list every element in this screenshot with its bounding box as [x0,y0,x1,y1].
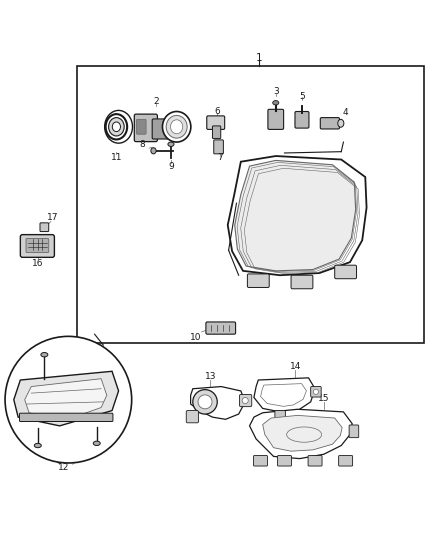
Text: 14: 14 [290,362,301,372]
Ellipse shape [273,101,279,105]
Circle shape [193,390,217,414]
Ellipse shape [41,352,48,357]
Polygon shape [235,160,356,271]
Polygon shape [14,372,119,426]
Polygon shape [254,378,315,413]
FancyBboxPatch shape [137,119,146,134]
FancyBboxPatch shape [311,386,321,397]
FancyBboxPatch shape [212,126,221,139]
Circle shape [198,395,212,409]
Text: 2: 2 [153,98,159,107]
FancyBboxPatch shape [134,114,157,142]
Text: 3: 3 [273,87,279,96]
Text: 4: 4 [343,108,349,117]
Ellipse shape [170,120,183,134]
FancyBboxPatch shape [19,413,113,422]
Text: 8: 8 [140,140,145,149]
FancyBboxPatch shape [240,394,252,407]
FancyBboxPatch shape [275,410,286,420]
Ellipse shape [338,119,344,127]
FancyBboxPatch shape [206,322,236,334]
Text: 12: 12 [62,346,73,355]
Polygon shape [228,156,367,275]
Polygon shape [263,415,342,451]
FancyBboxPatch shape [20,235,54,257]
FancyBboxPatch shape [349,425,359,438]
FancyBboxPatch shape [247,274,269,287]
Ellipse shape [162,111,191,142]
Text: 5: 5 [299,92,305,101]
Text: 12: 12 [58,463,70,472]
FancyBboxPatch shape [186,410,198,423]
Circle shape [5,336,132,463]
FancyBboxPatch shape [291,275,313,289]
Text: 9: 9 [168,163,174,172]
Text: 11: 11 [111,153,122,162]
FancyBboxPatch shape [335,265,357,279]
Ellipse shape [34,443,41,448]
Bar [77,66,424,343]
Circle shape [242,398,248,403]
Text: 7: 7 [217,153,223,162]
FancyBboxPatch shape [320,118,339,129]
FancyBboxPatch shape [214,140,223,154]
FancyBboxPatch shape [152,119,172,139]
Text: 17: 17 [47,213,59,222]
Ellipse shape [151,148,156,154]
FancyBboxPatch shape [26,239,49,253]
FancyBboxPatch shape [295,111,309,128]
Ellipse shape [168,142,174,147]
Ellipse shape [112,122,120,132]
Text: 1: 1 [256,53,263,63]
Circle shape [313,389,318,394]
FancyBboxPatch shape [308,456,322,466]
FancyBboxPatch shape [207,116,225,130]
Text: 16: 16 [32,259,43,268]
Ellipse shape [93,441,100,446]
FancyBboxPatch shape [339,456,353,466]
Text: 15: 15 [318,394,329,403]
Polygon shape [191,386,245,419]
Ellipse shape [106,114,127,140]
FancyBboxPatch shape [254,456,268,466]
Ellipse shape [109,118,124,136]
Ellipse shape [166,116,187,138]
Text: 13: 13 [205,372,216,381]
FancyBboxPatch shape [278,456,291,466]
Text: 6: 6 [214,107,220,116]
FancyBboxPatch shape [40,223,49,231]
Text: 10: 10 [190,333,201,342]
Polygon shape [25,379,107,421]
Polygon shape [250,409,352,458]
FancyBboxPatch shape [268,109,284,130]
